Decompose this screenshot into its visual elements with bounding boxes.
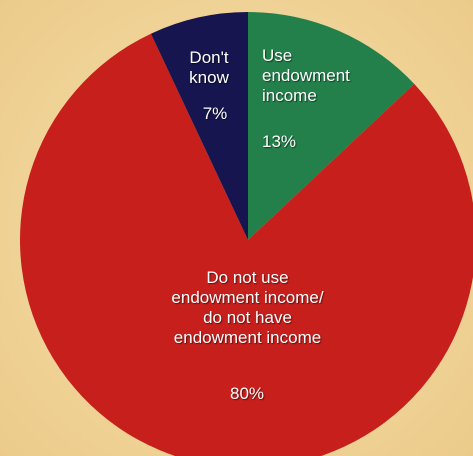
slice-label: Do not use endowment income/ do not have… bbox=[171, 268, 324, 347]
slice-label: Use endowment income bbox=[262, 46, 350, 105]
slice-label: Don't know bbox=[189, 48, 229, 87]
slice-value: 80% bbox=[229, 384, 265, 403]
pie-slice bbox=[20, 33, 473, 456]
slice-value: 13% bbox=[262, 132, 297, 151]
pie-slice bbox=[248, 12, 415, 240]
slice-value: 7% bbox=[202, 104, 228, 123]
pie-slice bbox=[150, 12, 248, 240]
